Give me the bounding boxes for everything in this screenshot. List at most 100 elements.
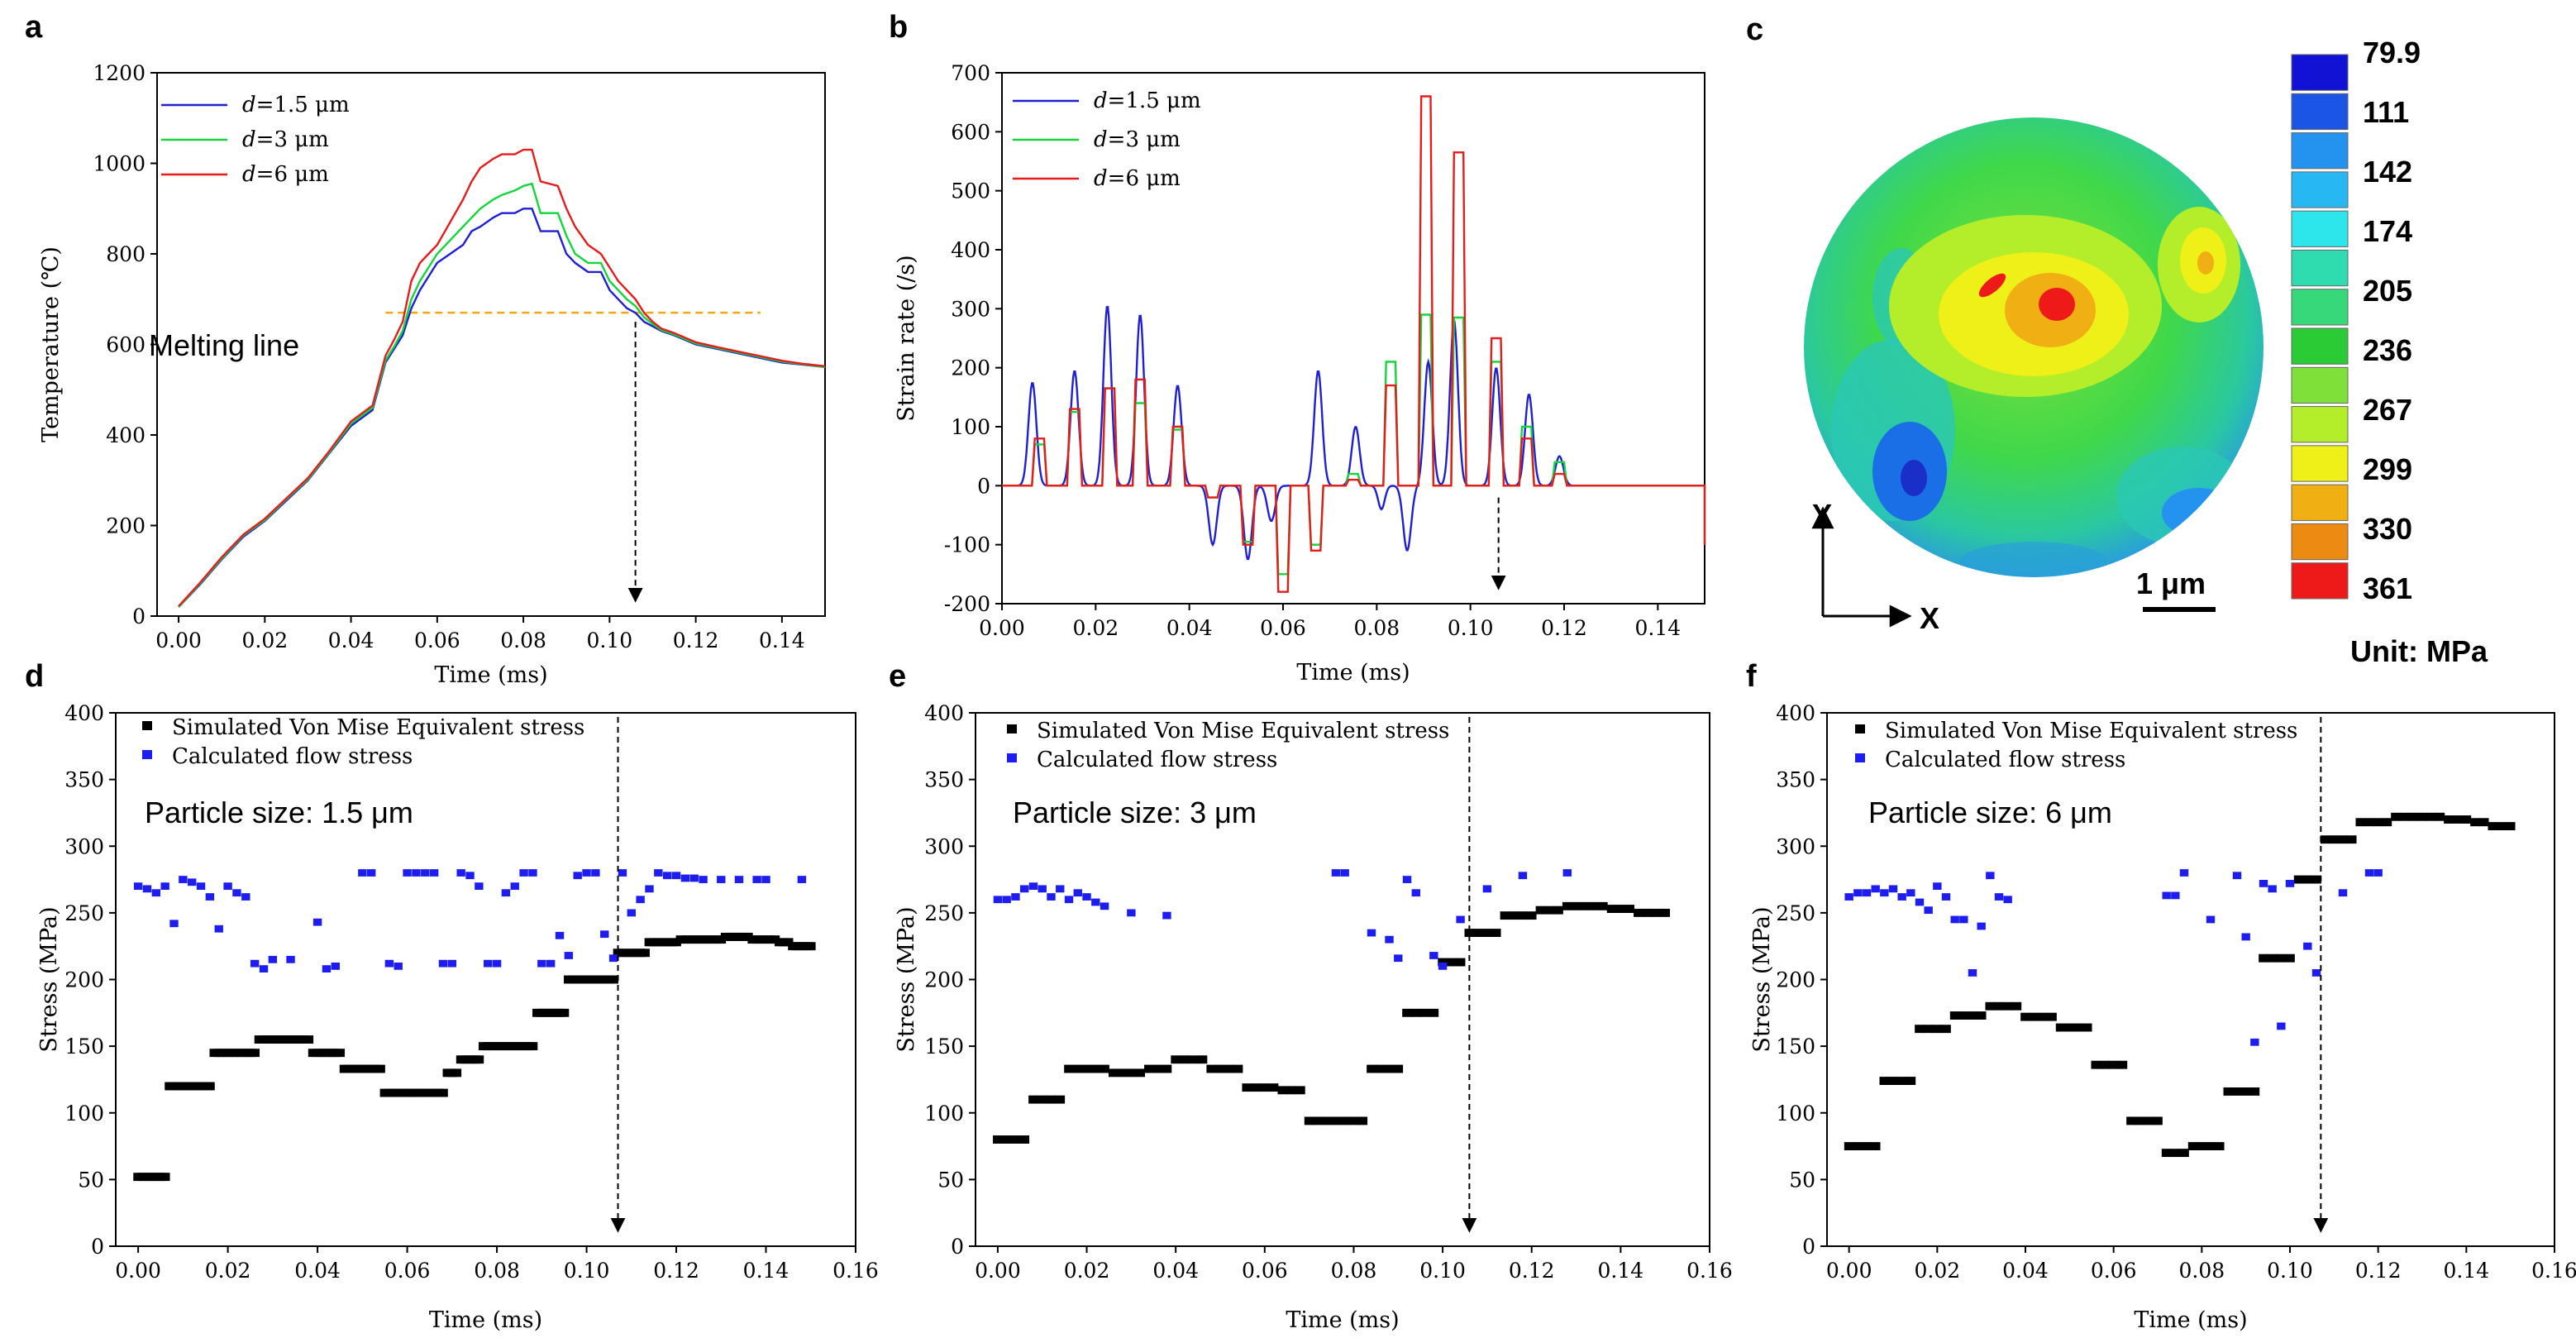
data-point	[1544, 906, 1555, 915]
data-point	[2055, 1023, 2066, 1032]
x-tick-label: 0.10	[1419, 1259, 1466, 1283]
data-point	[2179, 1149, 2189, 1158]
data-point	[1090, 1064, 1101, 1073]
x-tick-label: 0.10	[587, 628, 633, 652]
data-point	[1028, 882, 1038, 891]
data-point	[2329, 835, 2340, 844]
legend-marker	[1855, 724, 1865, 734]
data-point	[1197, 1055, 1208, 1064]
legend-label: d=1.5 μm	[242, 93, 350, 117]
data-point	[1313, 1116, 1324, 1125]
data-point	[1660, 908, 1671, 917]
data-point	[1844, 893, 1853, 901]
colorbar-swatch	[2291, 93, 2349, 131]
data-point	[2267, 953, 2278, 963]
data-point	[2241, 933, 2250, 941]
data-point	[805, 942, 816, 951]
data-point	[2240, 1087, 2251, 1096]
colorbar-value: 267	[2363, 393, 2412, 427]
data-point	[169, 920, 179, 928]
data-point	[1091, 898, 1100, 906]
legend-label: d=6 μm	[1094, 166, 1181, 191]
series-line-3	[178, 148, 826, 607]
y-tick-label: 150	[64, 1035, 104, 1058]
x-tick-label: 0.04	[328, 628, 374, 652]
legend-label: d=3 μm	[242, 127, 329, 152]
y-tick-label: 200	[1776, 968, 1815, 992]
data-point	[1959, 915, 1968, 924]
data-point	[2144, 1116, 2154, 1125]
data-point	[1064, 1064, 1074, 1073]
legend-label: Calculated flow stress	[172, 744, 413, 769]
data-point	[160, 882, 169, 891]
panel-label-f: f	[1746, 659, 1757, 694]
y-tick-label: 600	[106, 333, 145, 357]
data-point	[1028, 1095, 1038, 1104]
colorbar-value: 236	[2363, 333, 2412, 367]
legend-marker	[1007, 724, 1017, 734]
data-point	[2320, 835, 2330, 844]
data-point	[303, 1035, 314, 1044]
data-point	[1606, 905, 1617, 913]
panel-label-c: c	[1746, 12, 1763, 47]
data-point	[1968, 969, 1977, 977]
legend-label: Calculated flow stress	[1885, 748, 2125, 772]
data-point	[1367, 1064, 1376, 1073]
x-tick-label: 0.06	[1242, 1259, 1288, 1283]
data-point	[1941, 893, 1951, 901]
y-axis-label: Strain rate (/s)	[894, 255, 919, 421]
data-point	[2073, 1023, 2083, 1032]
data-point	[1949, 1011, 1960, 1020]
scale-bar-label: 1 μm	[2136, 566, 2206, 600]
legend-label: d=6 μm	[242, 162, 329, 187]
data-point	[1906, 889, 1915, 897]
x-tick-label: 0.16	[832, 1259, 879, 1283]
x-tick-label: 0.12	[653, 1259, 699, 1283]
data-point	[689, 874, 699, 882]
data-point	[1259, 1083, 1270, 1092]
data-point	[1394, 954, 1403, 963]
data-point	[573, 872, 582, 880]
data-point	[250, 1049, 260, 1058]
x-tick-label: 0.04	[1166, 616, 1213, 640]
series-line-3	[1002, 95, 1706, 593]
data-point	[2452, 815, 2463, 824]
data-point	[2082, 1023, 2092, 1032]
data-point	[2303, 942, 2312, 950]
data-point	[752, 876, 761, 883]
data-point	[2408, 812, 2419, 821]
data-point	[1615, 905, 1626, 913]
y-tick-label: 200	[64, 968, 104, 992]
data-point	[1357, 1116, 1368, 1125]
data-point	[179, 876, 188, 883]
plot-frame	[1001, 72, 1705, 604]
data-point	[1464, 929, 1475, 938]
colorbar-swatch	[2291, 132, 2349, 170]
data-point	[1162, 911, 1171, 920]
data-point	[1082, 893, 1091, 901]
data-point	[250, 959, 260, 968]
data-point	[1001, 1135, 1012, 1144]
data-point	[2249, 1087, 2260, 1096]
data-point	[2338, 835, 2348, 844]
x-tick-label: 0.00	[975, 1259, 1021, 1283]
data-point	[1853, 889, 1863, 897]
y-tick-label: 250	[64, 901, 104, 925]
data-point	[1571, 901, 1581, 910]
data-point	[761, 876, 770, 883]
data-point	[1853, 1142, 1863, 1151]
panel-c: c Y	[1746, 12, 2488, 668]
data-point	[335, 1049, 346, 1058]
colorbar-swatch	[2291, 249, 2349, 287]
y-tick-label: 200	[924, 968, 964, 992]
data-point	[1429, 1008, 1439, 1017]
y-tick-label: 100	[64, 1101, 104, 1125]
x-axis-label: Time (ms)	[434, 662, 547, 688]
data-point	[1473, 929, 1483, 938]
data-point	[1447, 958, 1457, 967]
y-tick-label: 400	[951, 238, 990, 262]
data-point	[1438, 958, 1448, 967]
y-tick-label: 300	[1776, 834, 1815, 858]
data-point	[993, 896, 1003, 904]
x-tick-label: 0.04	[294, 1259, 341, 1283]
